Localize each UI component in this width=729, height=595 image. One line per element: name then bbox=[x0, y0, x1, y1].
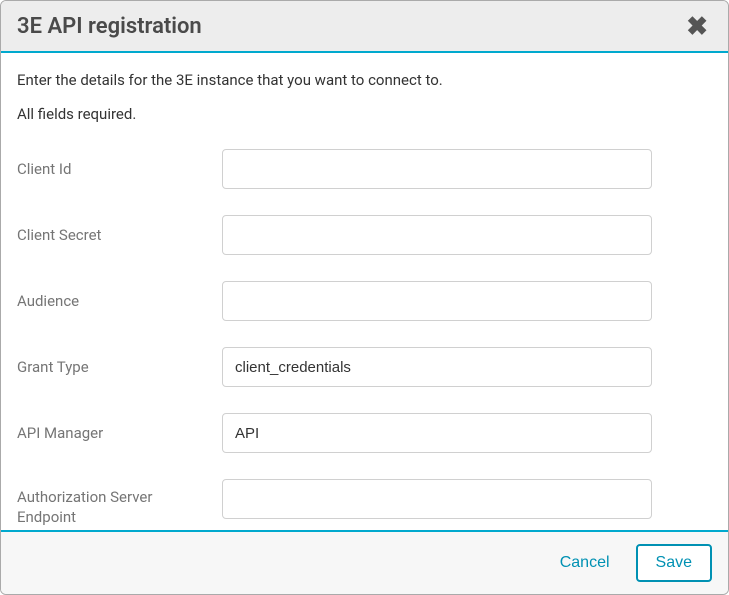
form-row-audience: Audience bbox=[17, 281, 712, 321]
dialog-header: 3E API registration ✖ bbox=[1, 1, 728, 53]
label-grant-type: Grant Type bbox=[17, 357, 222, 377]
client-secret-input[interactable] bbox=[222, 215, 652, 255]
cancel-button[interactable]: Cancel bbox=[546, 544, 624, 582]
form-row-client-secret: Client Secret bbox=[17, 215, 712, 255]
grant-type-input[interactable] bbox=[222, 347, 652, 387]
dialog-intro-text: Enter the details for the 3E instance th… bbox=[17, 71, 712, 89]
form-row-client-id: Client Id bbox=[17, 149, 712, 189]
label-client-id: Client Id bbox=[17, 159, 222, 179]
label-api-manager: API Manager bbox=[17, 423, 222, 443]
save-button[interactable]: Save bbox=[636, 544, 712, 582]
dialog-footer: Cancel Save bbox=[1, 530, 728, 594]
label-auth-server-endpoint: Authorization Server Endpoint bbox=[17, 479, 222, 528]
dialog-title: 3E API registration bbox=[17, 14, 202, 39]
dialog-body: Enter the details for the 3E instance th… bbox=[1, 53, 728, 530]
form-row-grant-type: Grant Type bbox=[17, 347, 712, 387]
label-audience: Audience bbox=[17, 291, 222, 311]
dialog-required-note: All fields required. bbox=[17, 105, 712, 123]
close-icon: ✖ bbox=[686, 11, 708, 41]
dialog-3e-api-registration: 3E API registration ✖ Enter the details … bbox=[0, 0, 729, 595]
form-row-auth-server-endpoint: Authorization Server Endpoint bbox=[17, 479, 712, 528]
client-id-input[interactable] bbox=[222, 149, 652, 189]
label-client-secret: Client Secret bbox=[17, 225, 222, 245]
form-row-api-manager: API Manager bbox=[17, 413, 712, 453]
api-manager-input[interactable] bbox=[222, 413, 652, 453]
close-button[interactable]: ✖ bbox=[682, 13, 712, 39]
auth-server-endpoint-input[interactable] bbox=[222, 479, 652, 519]
audience-input[interactable] bbox=[222, 281, 652, 321]
